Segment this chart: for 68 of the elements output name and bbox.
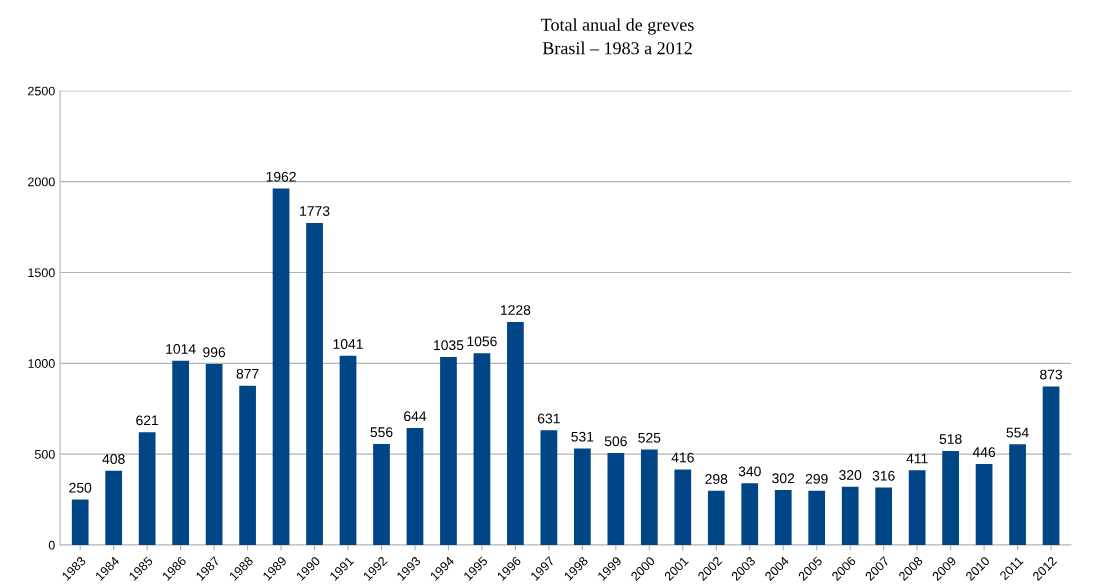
bar	[875, 487, 893, 545]
data-label: 996	[203, 347, 226, 358]
bar	[239, 385, 256, 545]
bar	[607, 453, 625, 545]
bar	[406, 427, 424, 545]
data-label: 320	[839, 470, 862, 480]
bar	[507, 321, 524, 545]
bar	[138, 432, 156, 545]
bar	[1042, 386, 1060, 545]
bar	[306, 222, 323, 545]
data-label: 1962	[266, 171, 296, 182]
bar	[473, 353, 491, 545]
data-label: 644	[404, 411, 427, 422]
data-label: 631	[538, 413, 560, 424]
data-label: 340	[738, 466, 761, 477]
y-tick-label: 1000	[28, 359, 55, 368]
y-tick-label: 0	[48, 540, 55, 550]
data-label: 1041	[333, 339, 363, 349]
data-label: 877	[236, 368, 259, 379]
bar	[707, 490, 725, 545]
bar	[373, 443, 390, 545]
data-label: 525	[638, 432, 661, 443]
data-label: 1035	[434, 340, 464, 351]
bar	[975, 463, 993, 545]
y-tick-label: 2500	[28, 86, 55, 96]
bar	[1009, 444, 1026, 545]
bar	[841, 486, 859, 545]
y-tick-label: 500	[34, 449, 55, 459]
data-label: 1228	[501, 305, 531, 315]
bar	[774, 490, 792, 545]
data-label: 298	[705, 474, 728, 484]
data-label: 1014	[166, 344, 196, 354]
data-label: 250	[69, 482, 92, 493]
data-label: 873	[1040, 369, 1063, 380]
data-label: 299	[805, 473, 828, 484]
bar	[640, 449, 658, 545]
bar	[205, 364, 223, 545]
data-label: 621	[136, 415, 159, 426]
data-label: 518	[939, 434, 962, 444]
data-label: 411	[906, 453, 928, 464]
bar	[440, 356, 457, 545]
bar	[574, 448, 591, 545]
bar	[942, 450, 959, 545]
y-tick-label: 2000	[28, 177, 55, 187]
bar	[741, 483, 759, 545]
data-label: 302	[772, 473, 795, 484]
bar	[272, 188, 290, 545]
bar	[808, 490, 826, 545]
bar	[105, 470, 123, 545]
data-label: 1773	[300, 206, 330, 216]
bar	[339, 355, 357, 545]
bar	[674, 469, 692, 545]
bar	[172, 360, 189, 545]
data-label: 446	[972, 447, 996, 458]
chart-title: Total anual de greves	[541, 18, 694, 35]
bar	[540, 430, 558, 545]
bar	[71, 499, 89, 545]
data-label: 554	[1006, 427, 1029, 438]
data-label: 1056	[467, 336, 497, 347]
data-label: 408	[102, 454, 125, 464]
bar	[908, 470, 926, 545]
data-label: 416	[671, 452, 694, 463]
data-label: 531	[571, 431, 594, 442]
data-label: 316	[872, 470, 895, 481]
chart-subtitle: Brasil – 1983 a 2012	[542, 41, 692, 55]
y-tick-label: 1500	[28, 268, 55, 278]
data-label: 506	[604, 436, 627, 447]
data-label: 556	[370, 427, 393, 438]
